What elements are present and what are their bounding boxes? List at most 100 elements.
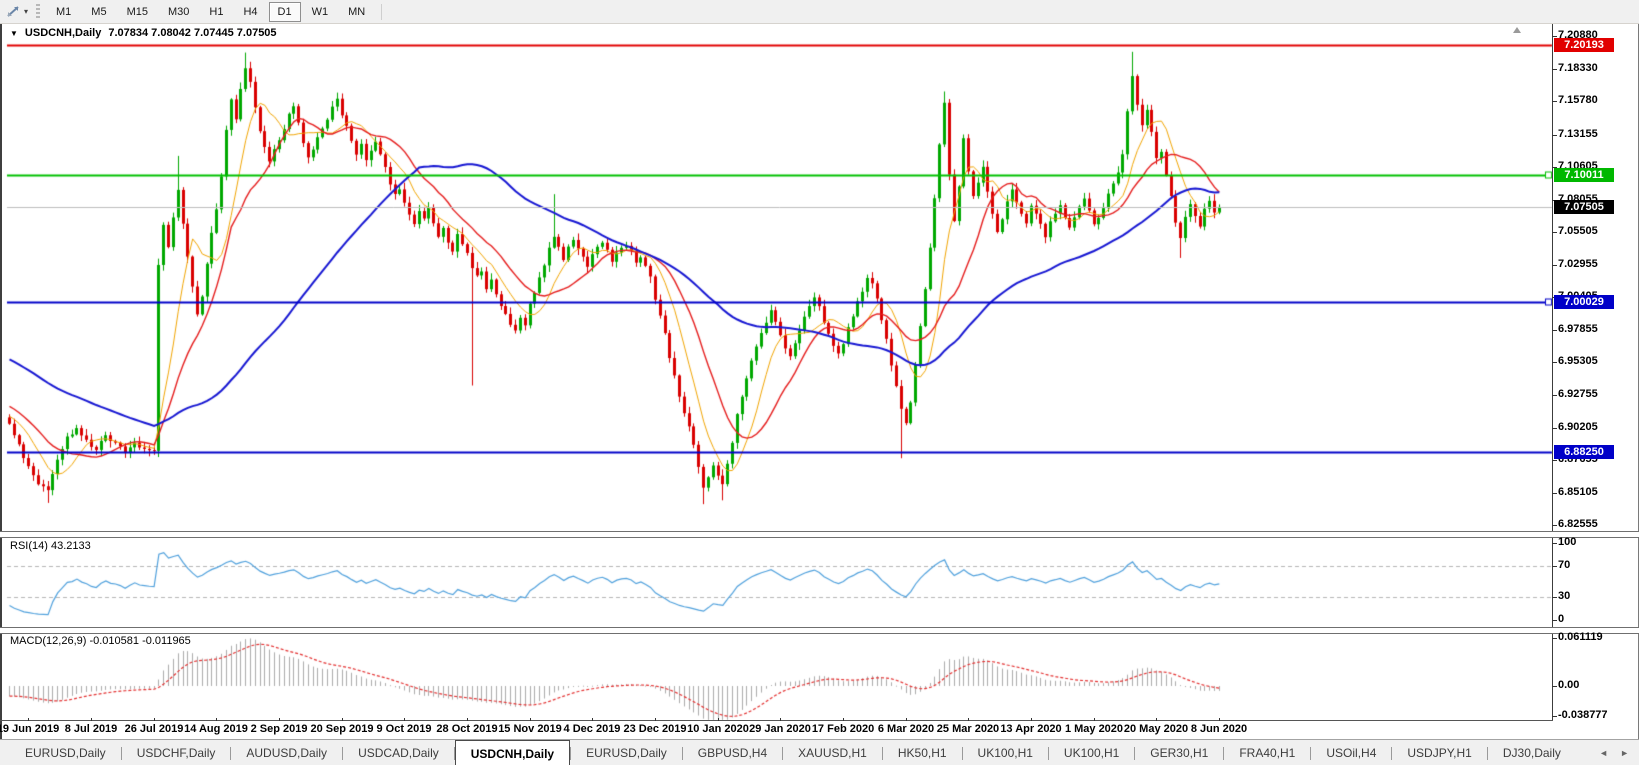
chart-tab[interactable]: AUDUSD,Daily [246,746,328,760]
line-studies-tool[interactable]: ▾ [2,2,31,22]
chart-tab[interactable]: HK50,H1 [897,746,947,760]
chart-tab[interactable]: USDCAD,Daily [358,746,439,760]
date-axis-label: 14 Aug 2019 [184,723,248,735]
date-tick-mark [28,718,29,721]
timeframe-button-mn[interactable]: MN [348,5,366,18]
price-tick-mark [1552,460,1557,461]
chart-tab[interactable]: FRA40,H1 [1239,746,1296,760]
macd-axis-tick: 0.061119 [1558,631,1603,643]
chart-tab[interactable]: EURUSD,Daily [586,746,667,760]
price-tick-mark [1552,232,1557,233]
rsi-panel-splitter[interactable] [0,531,1639,538]
chart-tab[interactable]: USDCHF,Daily [136,746,216,760]
tab-separator [1391,746,1393,760]
price-line-flag: 7.07505 [1554,200,1614,214]
date-axis-label: 6 Mar 2020 [877,723,935,735]
date-axis-label: 9 Oct 2019 [376,723,432,735]
date-axis-label: 20 Sep 2019 [310,723,374,735]
timeframe-button-d1[interactable]: D1 [268,1,301,22]
date-axis-label: 19 Jun 2019 [0,723,60,735]
price-axis-tick: 6.95305 [1558,355,1598,367]
date-axis-label: 25 Mar 2020 [936,723,1000,735]
timeframe-button-m1[interactable]: M1 [56,5,72,18]
macd-panel-splitter[interactable] [0,627,1639,634]
collapse-icon[interactable]: ▼ [10,28,18,38]
price-tick-mark [1552,36,1557,37]
top-toolbar: ▾ M1 M5 M15 M30 H1 H4 D1 W1 MN [0,0,1639,24]
price-axis-tick: 6.90205 [1558,421,1598,433]
date-tick-mark [91,718,92,721]
time-axis-line [0,720,1553,721]
date-axis-label: 10 Jan 2020 [687,723,749,735]
price-line-flag: 6.88250 [1554,445,1614,459]
chart-tab[interactable]: USDCNH,Daily [454,740,571,765]
chart-tab[interactable]: USDJPY,H1 [1407,746,1472,760]
date-tick-mark [906,718,907,721]
tab-separator [453,746,455,760]
price-axis-tick: 6.82555 [1558,518,1598,530]
tab-separator [1223,746,1225,760]
date-axis-label: 17 Feb 2020 [811,723,875,735]
price-tick-mark [1552,428,1557,429]
tab-separator [782,746,784,760]
chart-tab[interactable]: XAUUSD,H1 [798,746,867,760]
price-tick-mark [1552,101,1557,102]
price-tick-mark [1552,69,1557,70]
timeframe-button-m15[interactable]: M15 [126,5,148,18]
tab-scroll-right-icon[interactable]: ► [1620,748,1629,758]
date-tick-mark [342,718,343,721]
price-axis-tick: 7.02955 [1558,258,1598,270]
price-tick-mark [1552,493,1557,494]
date-tick-mark [592,718,593,721]
tab-scroll-left-icon[interactable]: ◄ [1599,748,1609,758]
timeframe-button-h4[interactable]: H4 [243,5,258,18]
price-tick-mark [1552,265,1557,266]
price-line-flag: 7.00029 [1554,295,1614,309]
chart-tab[interactable]: DJ30,Daily [1502,746,1561,760]
price-axis-tick: 7.13155 [1558,128,1598,140]
date-tick-mark [530,718,531,721]
date-tick-mark [216,718,217,721]
tab-separator [961,746,963,760]
tab-separator [1486,746,1488,760]
date-axis-label: 20 May 2020 [1123,723,1189,735]
price-axis-tick: 6.97855 [1558,323,1598,335]
chart-tab[interactable]: GBPUSD,H4 [697,746,768,760]
date-axis-label: 29 Jan 2020 [749,723,811,735]
timeframe-button-m5[interactable]: M5 [91,5,107,18]
timeframe-button-h1[interactable]: H1 [209,5,224,18]
chart-shift-marker-icon[interactable] [1513,27,1521,33]
price-tick-mark [1552,330,1557,331]
date-axis-label: 1 May 2020 [1064,723,1124,735]
date-axis-label: 28 Oct 2019 [436,723,498,735]
toolbar-grip[interactable] [36,3,41,20]
chart-tab[interactable]: USOil,H4 [1326,746,1377,760]
date-tick-mark [404,718,405,721]
price-line-flag: 7.20193 [1554,38,1614,52]
date-tick-mark [1094,718,1095,721]
chart-tab[interactable]: UK100,H1 [1063,746,1120,760]
tool-dropdown-caret-icon[interactable]: ▾ [24,7,29,16]
crosshair-arrows-icon [5,4,22,19]
price-line-flag: 7.10011 [1554,168,1614,182]
price-axis-tick: 7.05505 [1558,225,1598,237]
price-axis-tick: 6.92755 [1558,388,1598,400]
tab-separator [570,746,572,760]
timeframe-button-w1[interactable]: W1 [311,5,329,18]
tab-separator [881,746,883,760]
macd-tick-mark [1552,686,1557,687]
chart-tab[interactable]: UK100,H1 [977,746,1033,760]
date-tick-mark [1219,718,1220,721]
chart-tab[interactable]: GER30,H1 [1150,746,1209,760]
date-tick-mark [1156,718,1157,721]
date-axis-label: 4 Dec 2019 [563,723,621,735]
date-axis-label: 26 Jul 2019 [124,723,184,735]
date-axis-label: 15 Nov 2019 [498,723,562,735]
macd-tick-mark [1552,638,1557,639]
chart-tab[interactable]: EURUSD,Daily [25,746,106,760]
tab-separator [681,746,683,760]
price-axis-tick: 7.18330 [1558,62,1598,74]
timeframe-button-m30[interactable]: M30 [167,5,190,18]
